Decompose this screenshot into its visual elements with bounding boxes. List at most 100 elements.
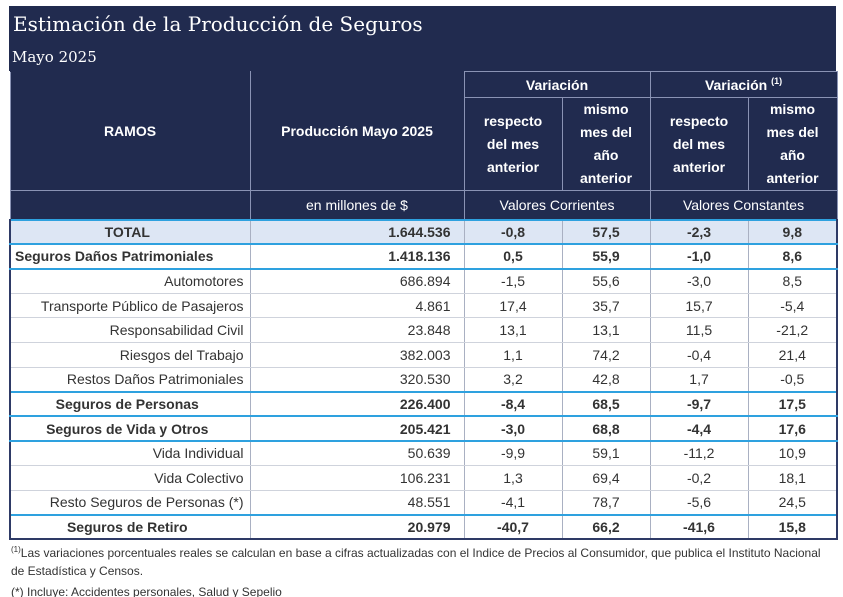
- table-row: Responsabilidad Civil 23.848 13,1 13,1 11,5-…: [9, 317, 839, 343]
- var-anio-corr-cell: 68,5: [561, 390, 651, 418]
- produccion-cell: 382.003: [249, 342, 464, 368]
- var-mes-const-cell: -11,2: [649, 440, 749, 466]
- table-row: Vida Colectivo 106.231 1,3 69,4 -0,2 18,1: [9, 465, 839, 491]
- table-row: Restos Daños Patrimoniales 320.530 3,2 42,8…: [9, 367, 839, 393]
- header-unidad: en millones de $: [249, 190, 465, 220]
- var-mes-const-cell: -0,2: [649, 465, 749, 491]
- header-variacion: Variación: [463, 71, 651, 98]
- var-mes-corr-cell: -1,5: [463, 268, 562, 294]
- var-anio-corr-cell: 78,7: [561, 490, 651, 516]
- table-row: Seguros de Retiro 20.979 -40,7 66,2 -41,6 15,…: [9, 513, 839, 541]
- var-anio-const-cell: 8,6: [747, 243, 839, 270]
- var-mes-corr-cell: -9,9: [463, 440, 562, 466]
- table-row: Vida Individual 50.639 -9,9 59,1 -11,2 10,9: [9, 440, 839, 466]
- var-anio-corr-cell: 57,5: [561, 218, 651, 246]
- var-anio-const-cell: -5,4: [747, 293, 839, 319]
- var-mes-corr-cell: -4,1: [463, 490, 562, 516]
- var-anio-corr-cell: 74,2: [561, 342, 651, 368]
- table-body: TOTAL 1.644.536 -0,8 57,5 -2,3 9,8 Seguros Dañ…: [9, 218, 839, 541]
- header-mismo-corr: mismo mes del año anterior: [561, 97, 651, 191]
- table-row: Seguros de Personas 226.400 -8,4 68,5 -9,7 17…: [9, 390, 839, 418]
- header-empty: [9, 190, 251, 220]
- footnotes: (1)Las variaciones porcentuales reales s…: [11, 541, 831, 597]
- var-mes-corr-cell: 1,3: [463, 465, 562, 491]
- ramo-cell: Seguros de Retiro: [9, 513, 250, 541]
- var-anio-const-cell: 21,4: [747, 342, 839, 368]
- header-respecto-const: respecto del mes anterior: [649, 97, 749, 191]
- header-respecto-corr: respecto del mes anterior: [463, 97, 563, 191]
- var-mes-corr-cell: -3,0: [463, 415, 562, 442]
- var-mes-corr-cell: 0,5: [463, 243, 562, 270]
- var-anio-const-cell: 24,5: [747, 490, 839, 516]
- var-mes-corr-cell: 1,1: [463, 342, 562, 368]
- produccion-cell: 320.530: [249, 367, 464, 393]
- var-mes-const-cell: -2,3: [649, 218, 749, 246]
- var-anio-const-cell: 8,5: [747, 268, 839, 294]
- table-row: Automotores 686.894 -1,5 55,6 -3,0 8,5: [9, 268, 839, 294]
- var-mes-const-cell: 11,5: [649, 317, 749, 343]
- var-mes-corr-cell: -8,4: [463, 390, 562, 418]
- var-anio-const-cell: 18,1: [747, 465, 839, 491]
- table-row: Seguros Daños Patrimoniales 1.418.136 0,5 5…: [9, 243, 839, 270]
- produccion-cell: 686.894: [249, 268, 464, 294]
- header-produccion: Producción Mayo 2025: [249, 71, 465, 191]
- var-mes-corr-cell: -0,8: [463, 218, 562, 246]
- produccion-cell: 1.418.136: [249, 243, 464, 270]
- var-anio-const-cell: 10,9: [747, 440, 839, 466]
- produccion-cell: 4.861: [249, 293, 464, 319]
- header-constantes: Valores Constantes: [649, 190, 838, 220]
- header-corrientes: Valores Corrientes: [463, 190, 651, 220]
- var-mes-const-cell: 15,7: [649, 293, 749, 319]
- table-row: Riesgos del Trabajo 382.003 1,1 74,2 -0,4 21,…: [9, 342, 839, 368]
- var-anio-corr-cell: 55,6: [561, 268, 651, 294]
- ramo-cell: Seguros Daños Patrimoniales: [9, 243, 250, 270]
- produccion-cell: 48.551: [249, 490, 464, 516]
- var-anio-const-cell: 17,5: [747, 390, 839, 418]
- table-row: Transporte Público de Pasajeros 4.861 17,4…: [9, 293, 839, 319]
- footnote-1-mark: (1): [11, 545, 21, 554]
- table-row: Seguros de Vida y Otros 205.421 -3,0 68,8 -4…: [9, 415, 839, 442]
- produccion-cell: 1.644.536: [249, 218, 464, 246]
- report-title: Estimación de la Producción de Seguros: [13, 12, 423, 36]
- ramo-cell: Resto Seguros de Personas (*): [9, 490, 250, 516]
- ramo-cell: Transporte Público de Pasajeros: [9, 293, 250, 319]
- var-mes-corr-cell: 17,4: [463, 293, 562, 319]
- var-mes-const-cell: 1,7: [649, 367, 749, 393]
- var-mes-const-cell: -4,4: [649, 415, 749, 442]
- ramo-cell: Restos Daños Patrimoniales: [9, 367, 250, 393]
- ramo-cell: TOTAL: [9, 218, 250, 246]
- report-sheet: Estimación de la Producción de Seguros M…: [9, 6, 839, 541]
- footnote-2: (*) Incluye: Accidentes personales, Salu…: [11, 585, 282, 597]
- table-row: TOTAL 1.644.536 -0,8 57,5 -2,3 9,8: [9, 218, 839, 246]
- var-anio-corr-cell: 35,7: [561, 293, 651, 319]
- var-anio-corr-cell: 69,4: [561, 465, 651, 491]
- report-period: Mayo 2025: [12, 48, 97, 66]
- var-mes-const-cell: -1,0: [649, 243, 749, 270]
- var-mes-const-cell: -41,6: [649, 513, 749, 541]
- ramo-cell: Responsabilidad Civil: [9, 317, 250, 343]
- var-anio-const-cell: 15,8: [747, 513, 839, 541]
- var-anio-corr-cell: 13,1: [561, 317, 651, 343]
- var-anio-const-cell: 9,8: [747, 218, 839, 246]
- var-anio-corr-cell: 66,2: [561, 513, 651, 541]
- footnote-mark: (1): [771, 76, 783, 86]
- ramo-cell: Seguros de Personas: [9, 390, 250, 418]
- var-anio-const-cell: -0,5: [747, 367, 839, 393]
- ramo-cell: Vida Colectivo: [9, 465, 250, 491]
- header-variacion-real: Variación (1): [649, 71, 838, 98]
- var-anio-const-cell: 17,6: [747, 415, 839, 442]
- var-anio-const-cell: -21,2: [747, 317, 839, 343]
- ramo-cell: Automotores: [9, 268, 250, 294]
- produccion-cell: 226.400: [249, 390, 464, 418]
- header-ramos: RAMOS: [9, 71, 251, 191]
- produccion-cell: 20.979: [249, 513, 464, 541]
- var-anio-corr-cell: 59,1: [561, 440, 651, 466]
- produccion-cell: 205.421: [249, 415, 464, 442]
- produccion-cell: 106.231: [249, 465, 464, 491]
- var-anio-corr-cell: 68,8: [561, 415, 651, 442]
- report-banner: Estimación de la Producción de Seguros M…: [9, 6, 836, 71]
- var-mes-corr-cell: 3,2: [463, 367, 562, 393]
- var-mes-corr-cell: -40,7: [463, 513, 562, 541]
- var-mes-corr-cell: 13,1: [463, 317, 562, 343]
- var-mes-const-cell: -0,4: [649, 342, 749, 368]
